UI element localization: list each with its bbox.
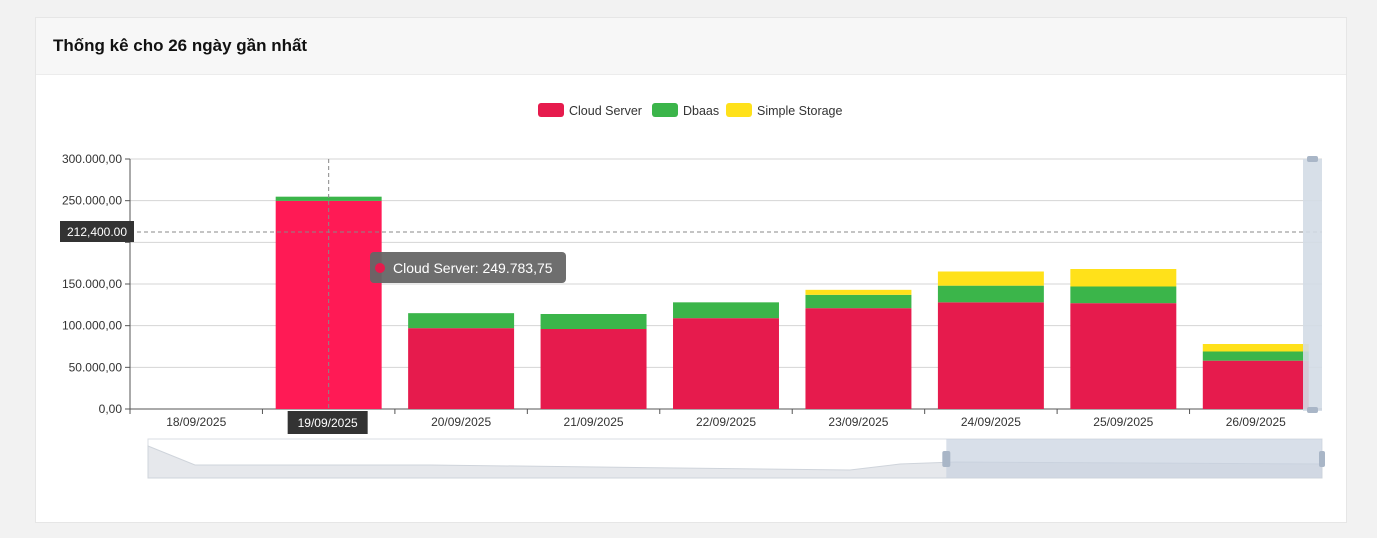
card-header: Thống kê cho 26 ngày gần nhất (36, 18, 1346, 75)
bar-dbaas-4[interactable] (673, 302, 779, 319)
bar-dbaas-5[interactable] (805, 294, 912, 309)
bar-dbaas-7[interactable] (1070, 286, 1177, 304)
x-tick-label: 25/09/2025 (1093, 415, 1153, 429)
x-zoom-handle-right[interactable] (1319, 451, 1325, 467)
bar-dbaas-1[interactable] (275, 196, 382, 201)
y-tick-label: 0,00 (99, 402, 123, 416)
cursor-y-label-box (60, 221, 134, 242)
y-zoom-handle-top[interactable] (1307, 156, 1318, 162)
legend-swatch-2[interactable] (726, 103, 752, 117)
x-tick-label: 23/09/2025 (828, 415, 888, 429)
x-tick-label: 26/09/2025 (1226, 415, 1286, 429)
bar-cloud-server-5[interactable] (805, 308, 912, 409)
x-zoom-selection[interactable] (946, 439, 1322, 478)
y-tick-label: 150.000,00 (62, 277, 122, 291)
bar-simple-storage-8[interactable] (1202, 344, 1309, 352)
bar-dbaas-3[interactable] (540, 314, 647, 329)
x-tick-label: 20/09/2025 (431, 415, 491, 429)
bar-simple-storage-6[interactable] (937, 271, 1044, 286)
tooltip-box (370, 252, 566, 283)
cursor-x-label: 19/09/2025 (298, 416, 358, 430)
y-tick-label: 50.000,00 (69, 360, 123, 374)
y-zoom-slider[interactable] (1303, 159, 1322, 411)
tooltip-marker-icon (375, 263, 385, 273)
card-title: Thống kê cho 26 ngày gần nhất (53, 36, 308, 55)
x-zoom-handle-left[interactable] (942, 451, 951, 467)
bar-cloud-server-6[interactable] (937, 302, 1044, 409)
x-tick-label: 21/09/2025 (564, 415, 624, 429)
legend-label-1[interactable]: Dbaas (683, 104, 719, 118)
bar-cloud-server-2[interactable] (408, 328, 515, 409)
y-tick-label: 300.000,00 (62, 152, 122, 166)
x-tick-label: 22/09/2025 (696, 415, 756, 429)
bar-dbaas-2[interactable] (408, 313, 515, 329)
bar-cloud-server-1[interactable] (275, 200, 382, 409)
legend-label-2[interactable]: Simple Storage (757, 104, 843, 118)
bar-simple-storage-5[interactable] (805, 289, 912, 295)
legend-swatch-0[interactable] (538, 103, 564, 117)
bar-cloud-server-8[interactable] (1202, 360, 1309, 409)
cursor-x-label-box (287, 411, 368, 434)
bar-cloud-server-3[interactable] (540, 329, 647, 409)
bar-dbaas-8[interactable] (1202, 351, 1309, 361)
x-tick-label: 18/09/2025 (166, 415, 226, 429)
legend-label-0[interactable]: Cloud Server (569, 104, 642, 118)
bar-dbaas-6[interactable] (937, 285, 1044, 303)
x-tick-label: 24/09/2025 (961, 415, 1021, 429)
y-tick-label: 250.000,00 (62, 194, 122, 208)
y-tick-label: 100.000,00 (62, 319, 122, 333)
y-zoom-handle-bottom[interactable] (1307, 407, 1318, 413)
bar-simple-storage-7[interactable] (1070, 269, 1177, 287)
cursor-y-label: 212,400.00 (67, 225, 127, 239)
legend-swatch-1[interactable] (652, 103, 678, 117)
bar-cloud-server-7[interactable] (1070, 303, 1177, 409)
bar-cloud-server-4[interactable] (673, 318, 779, 409)
tooltip-text: Cloud Server: 249.783,75 (393, 260, 553, 276)
